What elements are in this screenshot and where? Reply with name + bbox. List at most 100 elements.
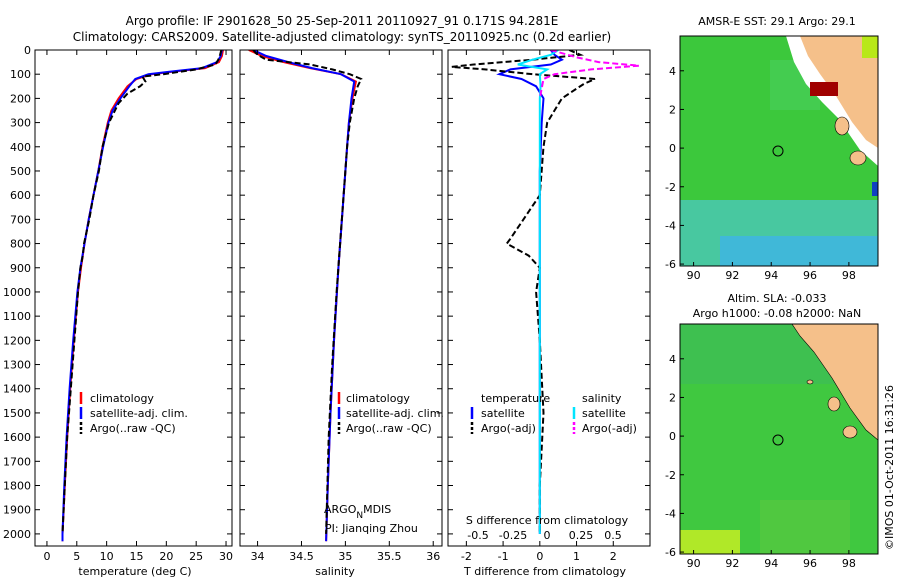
legend-title-salinity: salinity <box>582 392 622 405</box>
y-tick-label: 0 <box>24 44 31 57</box>
x-tick-label: 35.5 <box>377 550 402 563</box>
map-x-tick-label: 94 <box>764 269 778 282</box>
s-tick-label: 0 <box>544 529 551 542</box>
map-x-tick-label: 94 <box>764 557 778 570</box>
plot-frame <box>239 49 443 547</box>
series-line-argo-adj- <box>451 50 596 534</box>
x-tick-label: -2 <box>461 550 472 563</box>
difference-panel: -2 -1 0 1 2 <box>447 49 651 563</box>
sla-map-island <box>842 425 858 439</box>
sla-map <box>679 323 879 555</box>
annotation-argo: ARGONMDIS <box>324 503 391 521</box>
s-difference-label: S difference from climatology <box>466 514 629 527</box>
map-y-tick-label: 4 <box>669 65 676 78</box>
x-tick-label: 35 <box>338 550 352 563</box>
map-y-tick-label: -6 <box>665 546 676 559</box>
map-y-tick-label: 0 <box>669 430 676 443</box>
sla-map-high-sla <box>680 530 740 554</box>
map-y-tick-label: 0 <box>669 142 676 155</box>
y-tick-label: 1000 <box>3 286 31 299</box>
sst-map-land-edge <box>862 36 878 58</box>
map-ticks: 90 92 94 96 98 4 2 0 -2 -4 -6 90 92 94 96 98 4 2 0 -2 -4 -6 <box>665 65 856 570</box>
series-line-climatology <box>61 50 224 542</box>
y-tick-label: 1900 <box>3 504 31 517</box>
annotation-main: ARGO <box>324 503 357 516</box>
series-line-argo-adj- <box>538 50 640 99</box>
s-tick-label: -0.25 <box>499 529 527 542</box>
map-x-tick-label: 96 <box>803 557 817 570</box>
legend-label-temperature-argo: Argo(-adj) <box>481 422 536 435</box>
map-x-tick-label: 92 <box>725 557 739 570</box>
y-tick-label: 1700 <box>3 455 31 468</box>
x-tick-label: 1 <box>573 550 580 563</box>
argo-mdis-annotation: ARGONMDIS PI: Jianqing Zhou <box>324 503 418 535</box>
plot-frame <box>34 49 233 547</box>
x-tick-label: 2 <box>610 550 617 563</box>
annotation-sub: N <box>356 511 363 521</box>
y-tick-label: 200 <box>10 92 31 105</box>
sla-map-island <box>827 396 841 412</box>
series-line-satellite <box>496 50 564 534</box>
legend-label-salinity-argo: Argo(-adj) <box>582 422 637 435</box>
map-y-tick-label: -2 <box>665 181 676 194</box>
sla-map-title-line2: Argo h1000: -0.08 h2000: NaN <box>693 307 862 320</box>
sla-map-islet <box>806 379 814 385</box>
map-y-tick-label: 2 <box>669 103 676 116</box>
series-line-argo-raw-qc- <box>61 50 223 534</box>
y-tick-label: 2000 <box>3 528 31 541</box>
map-y-tick-label: -2 <box>665 469 676 482</box>
x-tick-label: -1 <box>498 550 509 563</box>
x-tick-label: 0 <box>43 550 50 563</box>
salinity-xlabel: salinity <box>315 565 355 578</box>
y-tick-label: 1800 <box>3 480 31 493</box>
sst-map-land <box>800 36 878 148</box>
figure-title-line1: Argo profile: IF 2901628_50 25-Sep-2011 … <box>126 14 559 28</box>
y-tick-label: 500 <box>10 165 31 178</box>
annotation-rest: MDIS <box>363 503 391 516</box>
sst-map-edge-strip <box>872 182 878 196</box>
sst-map-island <box>834 116 850 136</box>
credit-text: ©IMOS 01-Oct-2011 16:31:26 <box>883 385 896 550</box>
temperature-legend: climatology satellite-adj. clim. Argo(..… <box>79 392 188 435</box>
map-y-tick-label: -6 <box>665 258 676 271</box>
sst-map-hot-patch <box>810 82 838 96</box>
legend-label-temperature-satellite: satellite <box>481 407 525 420</box>
map-y-tick-label: 4 <box>669 353 676 366</box>
annotation-pi: PI: Jianqing Zhou <box>325 522 418 535</box>
s-difference-ticks: -0.5 -0.25 0 0.25 0.5 <box>467 529 621 542</box>
x-tick-label: 30 <box>219 550 233 563</box>
temperature-panel: 0 5 10 15 20 25 300100200300400500600700800900… <box>3 44 650 563</box>
y-tick-label: 1600 <box>3 431 31 444</box>
sst-map-frame <box>679 35 879 267</box>
series-group <box>451 50 640 534</box>
legend-title-temperature: temperature <box>481 392 550 405</box>
x-tick-label: 5 <box>73 550 80 563</box>
salinity-panel: 34 34.5 35 35.5 36 <box>239 49 443 563</box>
sla-map-low-sla <box>760 500 850 554</box>
map-x-tick-label: 98 <box>842 269 856 282</box>
y-tick-label: 1500 <box>3 407 31 420</box>
y-tick-label: 300 <box>10 117 31 130</box>
salinity-legend: climatology satellite-adj. clim. Argo(..… <box>337 392 444 435</box>
plot-frame <box>447 49 651 547</box>
legend-label-satellite: satellite-adj. clim. <box>90 407 188 420</box>
y-tick-label: 700 <box>10 213 31 226</box>
s-tick-label: 0.5 <box>604 529 622 542</box>
x-tick-label: 36 <box>426 550 440 563</box>
x-tick-label: 25 <box>189 550 203 563</box>
s-tick-label: 0.25 <box>569 529 594 542</box>
x-tick-label: 0 <box>536 550 543 563</box>
legend-label-argo: Argo(..raw -QC) <box>346 422 432 435</box>
y-tick-label: 1100 <box>3 310 31 323</box>
temperature-xlabel: temperature (deg C) <box>78 565 191 578</box>
y-tick-label: 400 <box>10 141 31 154</box>
x-tick-label: 34.5 <box>289 550 314 563</box>
map-y-tick-label: 2 <box>669 391 676 404</box>
sla-map-title-line1: Altim. SLA: -0.033 <box>727 292 826 305</box>
y-tick-label: 900 <box>10 262 31 275</box>
difference-xlabel: T difference from climatology <box>463 565 626 578</box>
series-line-climatology <box>248 50 358 542</box>
sla-map-argo-marker <box>772 434 784 446</box>
x-tick-label: 15 <box>129 550 143 563</box>
